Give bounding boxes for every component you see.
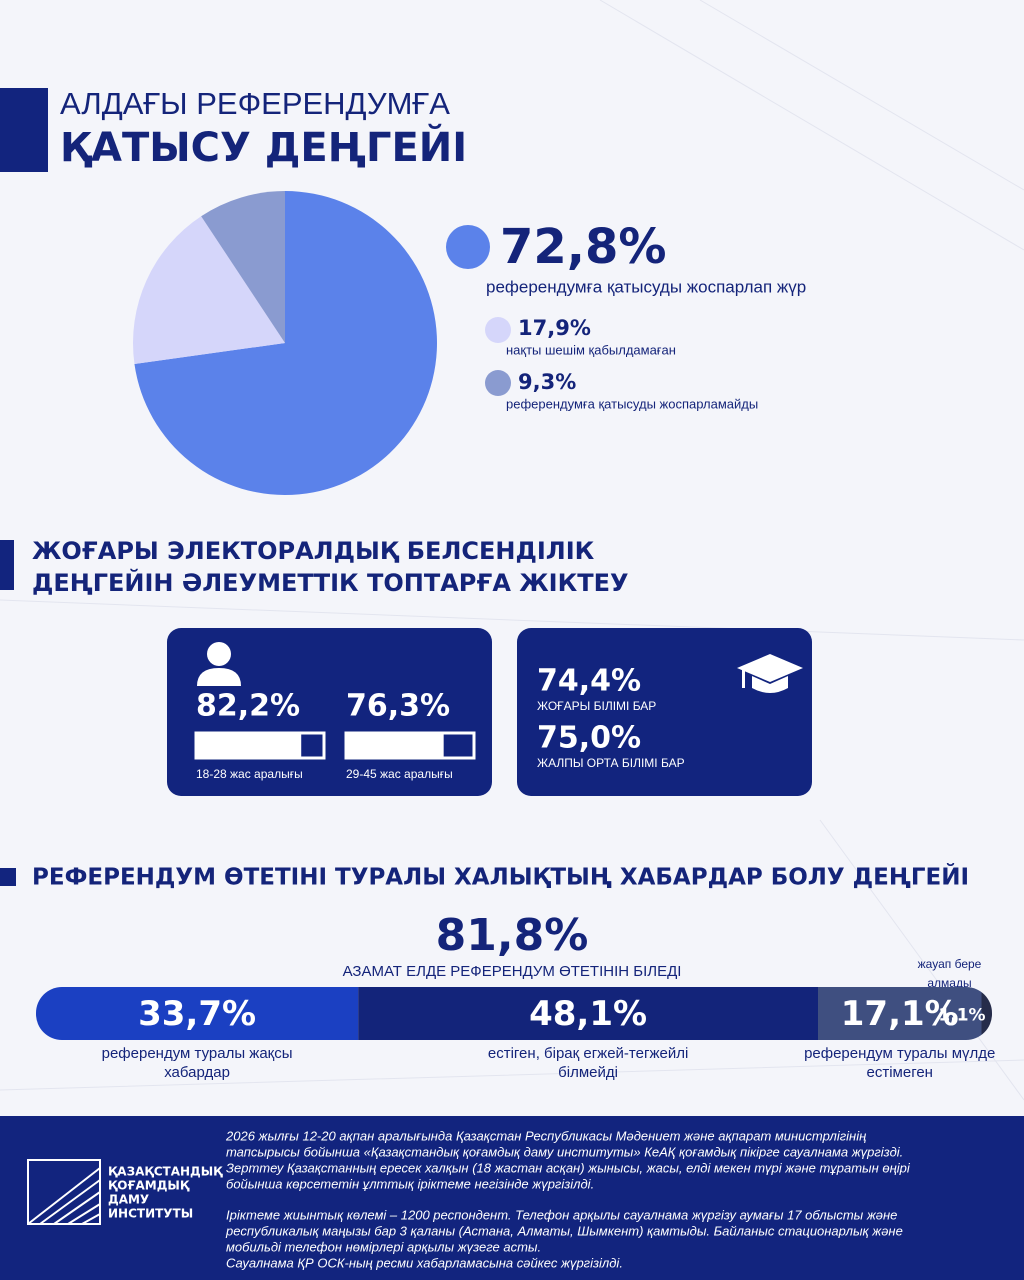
- category-label-box: референдум туралы жақсы хабардар: [101, 1045, 293, 1081]
- education-card: [517, 628, 812, 796]
- section-title: ДЕҢГЕЙІН ӘЛЕУМЕТТІК ТОПТАРҒА ЖІКТЕУ: [32, 568, 628, 597]
- category-label: референдум туралы жақсы хабардар: [101, 1045, 293, 1081]
- category-label-box: референдум туралы мүлде естімеген: [804, 1045, 996, 1081]
- person-icon: [197, 642, 241, 686]
- logo-mark: [27, 1159, 101, 1225]
- footnote: 2026 жылғы 12-20 ақпан аралығында Қазақс…: [225, 1128, 866, 1143]
- header-marker: [0, 88, 48, 172]
- graduation-cap-icon: [737, 654, 803, 693]
- legend-value: 17,9%: [518, 316, 591, 340]
- progress-bar: [346, 733, 444, 758]
- footer: [0, 1116, 1024, 1280]
- footnote: Іріктеме жиынтық көлемі – 1200 респонден…: [226, 1207, 897, 1222]
- section-title: ЖОҒАРЫ ЭЛЕКТОРАЛДЫҚ БЕЛСЕНДІЛІК: [32, 537, 595, 565]
- pie-slice: [133, 216, 285, 364]
- education-value: 74,4%: [537, 664, 641, 699]
- section-marker: [0, 868, 16, 886]
- legend-label: референдумға қатысуды жоспарламайды: [506, 396, 758, 411]
- legend-value: 72,8%: [500, 219, 667, 275]
- category-label: естіген, бірақ егжей-тегжейлі білмейді: [487, 1045, 689, 1081]
- category-label-box: жауап бере алмады: [917, 957, 982, 987]
- education-label: ЖАЛПЫ ОРТА БІЛІМІ БАР: [537, 756, 685, 770]
- category-label: 29-45 жас аралығы: [346, 767, 453, 781]
- value-label: 33,7%: [138, 994, 256, 1034]
- headline-value: 81,8%: [436, 910, 589, 961]
- bar-segment: [36, 987, 359, 1040]
- footnote: мобильді телефон нөмірлері арқылы жүзеге…: [226, 1239, 541, 1254]
- pie-slice: [201, 191, 285, 343]
- value-label: 48,1%: [529, 994, 647, 1034]
- logo-text: ҚОҒАМДЫҚ: [108, 1179, 190, 1193]
- value-label: 1,1%: [938, 1006, 985, 1026]
- legend-marker: [485, 370, 511, 396]
- value-label: 76,3%: [346, 689, 450, 724]
- bar-segment: [981, 987, 992, 1040]
- category-label: 18-28 жас аралығы: [196, 767, 303, 781]
- headline-label: АЗАМАТ ЕЛДЕ РЕФЕРЕНДУМ ӨТЕТІНІН БІЛЕДІ: [343, 963, 682, 980]
- education-value: 75,0%: [537, 721, 641, 756]
- education-label: ЖОҒАРЫ БІЛІМІ БАР: [537, 699, 656, 713]
- category-label: жауап бере алмады: [917, 957, 982, 987]
- logo-text: ИНСТИТУТЫ: [108, 1207, 193, 1221]
- value-label: 82,2%: [196, 689, 300, 724]
- background-pattern: [0, 0, 1024, 1101]
- footnote: республикалық маңызы бар 3 қаланы (Астан…: [225, 1223, 903, 1238]
- logo-text: ҚАЗАҚСТАНДЫҚ: [108, 1165, 223, 1179]
- legend-marker: [446, 225, 490, 269]
- bar-segment: [818, 987, 982, 1040]
- legend-label: нақты шешім қабылдамаған: [506, 342, 676, 357]
- logo-text: ДАМУ: [108, 1193, 149, 1207]
- category-label: референдум туралы мүлде естімеген: [804, 1045, 996, 1081]
- section-title: РЕФЕРЕНДУМ ӨТЕТІНІ ТУРАЛЫ ХАЛЫҚТЫҢ ХАБАР…: [32, 863, 969, 891]
- legend-value: 9,3%: [518, 370, 576, 394]
- pie-slice: [134, 191, 437, 495]
- footnote: тапсырысы бойынша «Қазақстандық қоғамдық…: [226, 1144, 903, 1159]
- footnote: бойынша көрсететін ұлттық іріктеме негіз…: [226, 1176, 594, 1191]
- footnote: Зерттеу Қазақстанның ересек халқын (18 ж…: [226, 1160, 911, 1175]
- section-marker: [0, 540, 14, 590]
- category-label-box: естіген, бірақ егжей-тегжейлі білмейді: [487, 1045, 689, 1081]
- legend-label: референдумға қатысуды жоспарлап жүр: [486, 277, 806, 296]
- footnote: Сауалнама ҚР ОСК-ның ресми хабарламасына…: [226, 1255, 623, 1270]
- bar-segment: [358, 987, 819, 1040]
- progress-bar: [196, 733, 302, 758]
- value-label: 17,1%: [841, 994, 959, 1034]
- legend-marker: [485, 317, 511, 343]
- title: АЛДАҒЫ РЕФЕРЕНДУМҒА: [60, 86, 450, 121]
- title: ҚАТЫСУ ДЕҢГЕЙІ: [60, 123, 467, 171]
